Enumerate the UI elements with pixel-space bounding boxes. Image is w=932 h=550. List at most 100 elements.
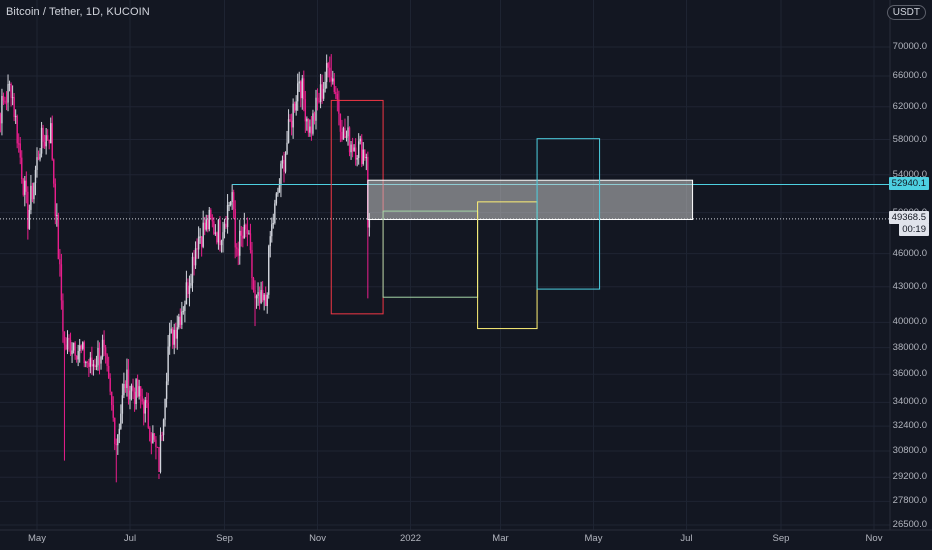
candle-body — [150, 441, 153, 444]
candle-body — [28, 209, 31, 229]
candle-body — [196, 248, 198, 250]
box-yellow — [477, 201, 538, 330]
candle-body — [123, 383, 125, 396]
candle-body — [95, 365, 98, 368]
candle-body — [86, 362, 89, 364]
candle-body — [219, 220, 221, 246]
candle-body — [141, 396, 143, 402]
candle-body — [193, 256, 195, 266]
candle-body — [92, 364, 95, 367]
candle-body — [33, 183, 35, 200]
candle-body — [88, 362, 90, 367]
candle-body — [226, 205, 229, 228]
candle-body — [318, 101, 320, 103]
candle-body — [271, 224, 273, 237]
candle-body — [329, 67, 331, 78]
candle-body — [8, 84, 11, 86]
candle-body — [66, 337, 69, 350]
candle-body — [22, 178, 24, 195]
symbol-title[interactable]: Bitcoin / Tether, 1D, KUCOIN — [6, 6, 150, 18]
candle-body — [304, 99, 307, 122]
candle-body — [65, 344, 67, 350]
candle-body — [292, 103, 294, 128]
candle-body — [289, 119, 291, 121]
candle-body — [293, 103, 296, 111]
candle-body — [18, 143, 20, 145]
candle-body — [45, 135, 47, 147]
candle-body — [51, 123, 53, 160]
candle-body — [121, 395, 124, 414]
candle-body — [246, 229, 249, 234]
candle-body — [232, 192, 235, 209]
candle-body — [71, 350, 73, 355]
price-tick-label: 34000.0 — [892, 396, 927, 408]
candle-body — [313, 113, 316, 121]
candle-body — [336, 93, 339, 100]
price-tick-label: 66000.0 — [892, 69, 927, 81]
candle-body — [74, 342, 76, 356]
box-cyan — [536, 138, 601, 290]
candle-body — [202, 222, 204, 247]
price-tick-label: 58000.0 — [892, 133, 927, 145]
candle-body — [303, 78, 305, 100]
candle-body — [104, 347, 107, 355]
candle-body — [199, 236, 201, 238]
candle-body — [290, 120, 293, 128]
candle-body — [173, 329, 175, 345]
candle-body — [190, 283, 192, 286]
candle-body — [0, 114, 2, 124]
candle-body — [27, 191, 29, 229]
candle-body — [124, 383, 127, 389]
candle-body — [114, 417, 116, 444]
price-tick-label: 43000.0 — [892, 280, 927, 292]
candle-body — [57, 214, 60, 260]
candle-body — [107, 365, 110, 379]
candle-body — [252, 278, 255, 291]
currency-badge[interactable]: USDT — [886, 5, 926, 20]
candle-body — [324, 81, 326, 89]
candle-body — [197, 236, 200, 250]
candle-body — [56, 214, 58, 216]
time-tick-label: Jul — [680, 533, 693, 544]
candle-body — [300, 81, 302, 99]
candle-body — [231, 192, 233, 202]
candle-body — [34, 169, 37, 184]
candle-body — [333, 78, 335, 92]
candle-body — [266, 294, 268, 307]
candle-body — [11, 97, 14, 99]
candle-body — [251, 250, 253, 279]
candle-body — [239, 230, 241, 256]
candle-body — [89, 357, 92, 367]
level-price-tag: 52940.1 — [888, 177, 929, 190]
candle-body — [354, 147, 357, 160]
candle-body — [1, 95, 3, 124]
candle-body — [25, 180, 28, 192]
candle-body — [213, 221, 215, 234]
time-tick-label: Nov — [865, 533, 883, 544]
price-tick-label: 29200.0 — [892, 471, 927, 483]
candle-body — [263, 294, 265, 301]
bar-countdown-tag: 00:19 — [899, 223, 929, 236]
candle-body — [42, 127, 44, 142]
candle-body — [312, 113, 314, 134]
candle-body — [307, 118, 310, 133]
candle-body — [36, 157, 38, 170]
time-tick-label: Nov — [309, 533, 326, 544]
candle-body — [222, 232, 224, 241]
candle-body — [43, 141, 46, 147]
time-tick-label: Sep — [772, 533, 790, 544]
candle-body — [168, 333, 171, 347]
candle-body — [194, 248, 197, 266]
drawing-overlays — [0, 99, 890, 330]
candle-body — [2, 95, 5, 101]
candle-body — [338, 99, 340, 114]
price-tick-label: 36000.0 — [892, 368, 927, 380]
candle-body — [103, 339, 105, 348]
candle-body — [37, 157, 40, 160]
candle-body — [170, 328, 172, 334]
candle-body — [356, 157, 358, 160]
time-tick-label: May — [584, 533, 603, 544]
chart-grid — [0, 0, 890, 530]
candle-body — [248, 233, 250, 235]
